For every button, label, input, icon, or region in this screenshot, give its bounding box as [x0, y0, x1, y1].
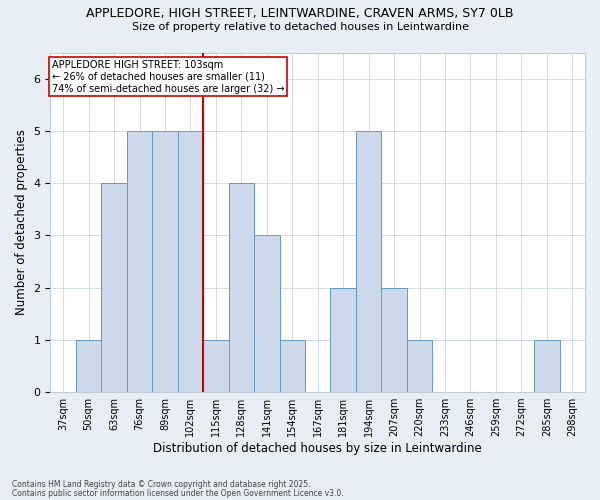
Bar	[254, 236, 280, 392]
Text: Size of property relative to detached houses in Leintwardine: Size of property relative to detached ho…	[131, 22, 469, 32]
Bar	[356, 131, 382, 392]
Y-axis label: Number of detached properties: Number of detached properties	[15, 130, 28, 316]
Text: Contains public sector information licensed under the Open Government Licence v3: Contains public sector information licen…	[12, 489, 344, 498]
Bar	[203, 340, 229, 392]
Bar	[331, 288, 356, 392]
Bar	[407, 340, 432, 392]
Bar	[127, 131, 152, 392]
Bar	[229, 183, 254, 392]
Bar	[152, 131, 178, 392]
Bar	[382, 288, 407, 392]
Bar	[178, 131, 203, 392]
Bar	[76, 340, 101, 392]
X-axis label: Distribution of detached houses by size in Leintwardine: Distribution of detached houses by size …	[154, 442, 482, 455]
Bar	[101, 183, 127, 392]
Text: Contains HM Land Registry data © Crown copyright and database right 2025.: Contains HM Land Registry data © Crown c…	[12, 480, 311, 489]
Bar	[534, 340, 560, 392]
Bar	[280, 340, 305, 392]
Text: APPLEDORE HIGH STREET: 103sqm
← 26% of detached houses are smaller (11)
74% of s: APPLEDORE HIGH STREET: 103sqm ← 26% of d…	[52, 60, 284, 94]
Text: APPLEDORE, HIGH STREET, LEINTWARDINE, CRAVEN ARMS, SY7 0LB: APPLEDORE, HIGH STREET, LEINTWARDINE, CR…	[86, 8, 514, 20]
